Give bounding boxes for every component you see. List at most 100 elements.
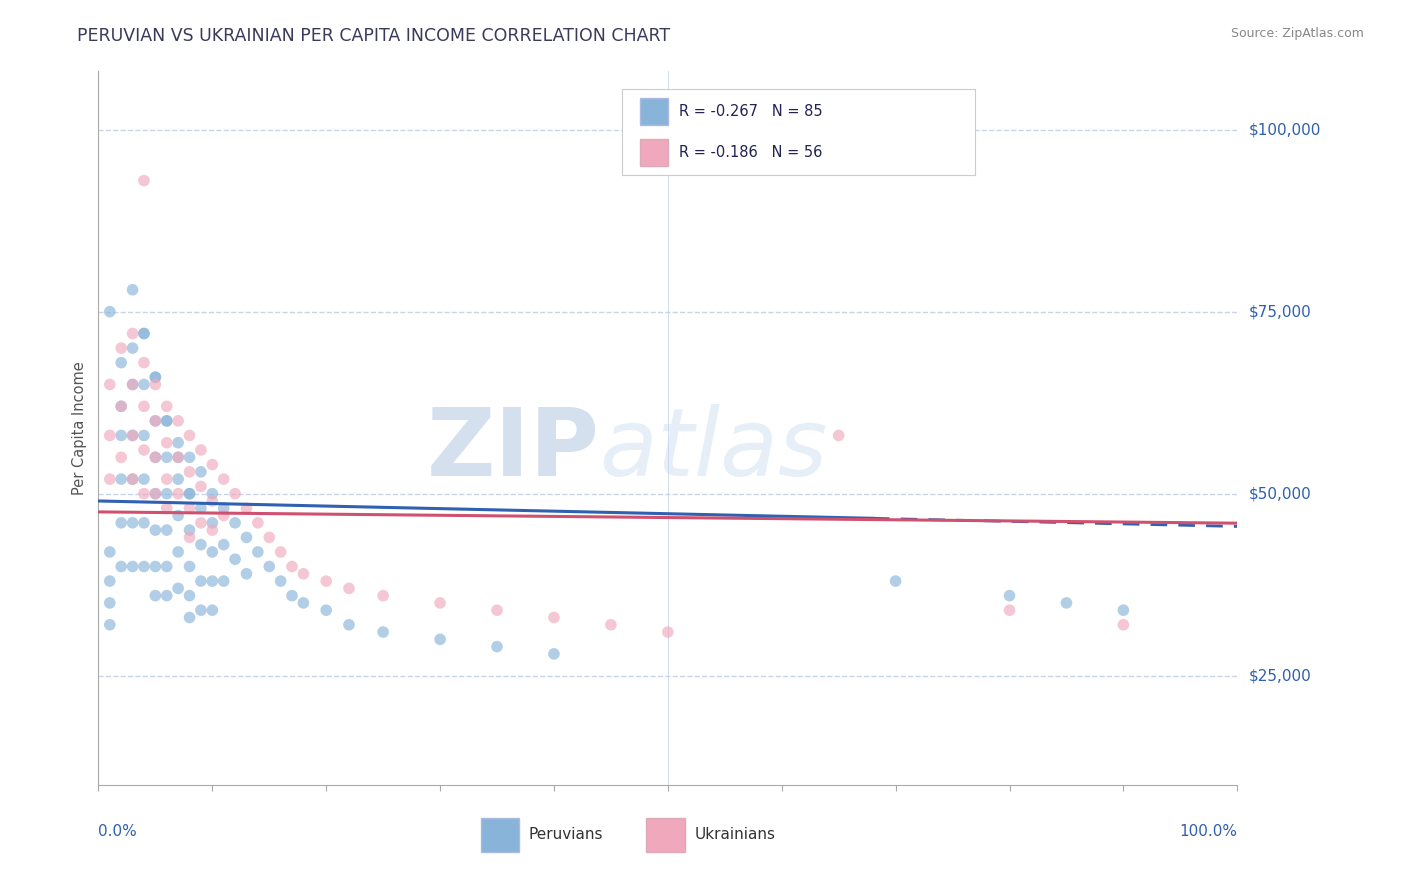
Point [145,589,167,603]
Point [98,377,121,392]
Point [486,603,509,617]
Point [998,603,1021,617]
Text: 0.0%: 0.0% [98,824,138,838]
Point [259,530,281,544]
Point [156,472,179,486]
Point [132,559,155,574]
Point [167,582,190,596]
Point [224,486,246,500]
Point [110,450,132,465]
Point [110,516,132,530]
Point [190,479,212,493]
Point [337,617,360,632]
Point [212,538,235,552]
Point [132,173,155,187]
Point [429,632,451,647]
Point [201,545,224,559]
Point [98,428,121,442]
Point [884,574,907,588]
Point [292,566,315,581]
Point [121,377,143,392]
Point [132,356,155,370]
Point [179,523,201,537]
Point [190,574,212,588]
Point [110,400,132,414]
Text: PERUVIAN VS UKRAINIAN PER CAPITA INCOME CORRELATION CHART: PERUVIAN VS UKRAINIAN PER CAPITA INCOME … [77,27,671,45]
Point [98,545,121,559]
Point [156,589,179,603]
Text: $25,000: $25,000 [1249,668,1312,683]
Point [190,538,212,552]
Point [190,603,212,617]
Point [998,589,1021,603]
Point [179,559,201,574]
Point [121,428,143,442]
Point [156,414,179,428]
Point [224,552,246,566]
Point [110,428,132,442]
Point [190,465,212,479]
Point [132,472,155,486]
Point [121,326,143,341]
Point [145,370,167,384]
Point [212,508,235,523]
Point [190,516,212,530]
Point [292,596,315,610]
Point [337,582,360,596]
Point [145,486,167,500]
Point [212,574,235,588]
Point [212,472,235,486]
Point [179,610,201,624]
Point [156,501,179,516]
Point [132,442,155,457]
Point [179,501,201,516]
Point [167,486,190,500]
Point [235,501,257,516]
Point [167,508,190,523]
Point [121,516,143,530]
Point [156,486,179,500]
Point [179,486,201,500]
Point [132,516,155,530]
Point [1112,617,1135,632]
Text: atlas: atlas [599,404,828,495]
Point [156,559,179,574]
Point [110,400,132,414]
Point [235,566,257,581]
Point [98,617,121,632]
Point [167,545,190,559]
Point [132,400,155,414]
Point [156,450,179,465]
Point [543,647,565,661]
Text: $50,000: $50,000 [1249,486,1312,501]
Point [371,625,394,640]
Text: Source: ZipAtlas.com: Source: ZipAtlas.com [1230,27,1364,40]
Point [145,486,167,500]
Y-axis label: Per Capita Income: Per Capita Income [72,361,87,495]
Point [156,435,179,450]
Point [201,603,224,617]
Point [224,516,246,530]
Point [429,596,451,610]
Point [121,341,143,355]
Point [98,574,121,588]
Point [121,472,143,486]
Point [281,559,304,574]
Point [167,472,190,486]
Point [315,603,337,617]
Point [259,559,281,574]
Point [270,574,292,588]
Point [132,326,155,341]
Point [145,414,167,428]
Point [371,589,394,603]
Point [657,625,679,640]
Point [167,414,190,428]
Point [201,574,224,588]
Point [145,559,167,574]
Point [281,589,304,603]
Point [132,428,155,442]
Point [110,472,132,486]
Point [110,559,132,574]
Point [543,610,565,624]
Point [145,377,167,392]
